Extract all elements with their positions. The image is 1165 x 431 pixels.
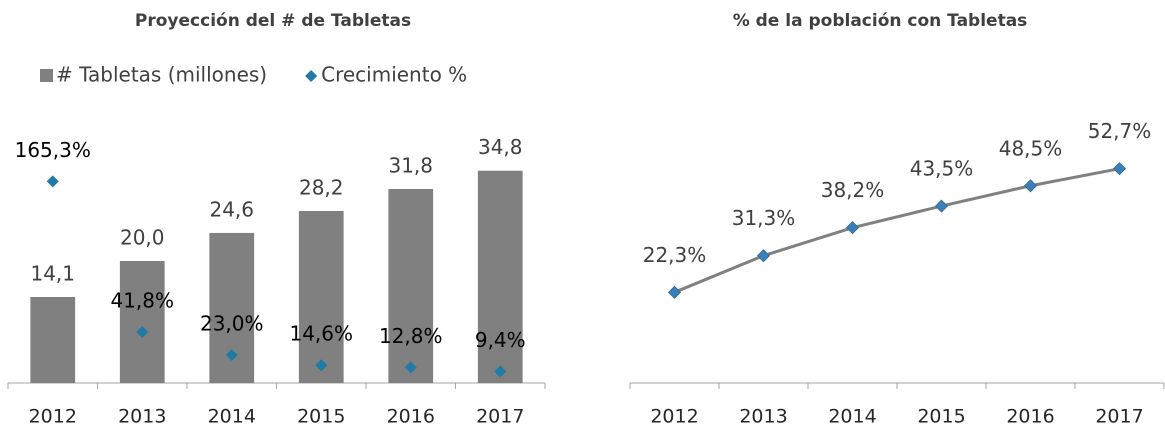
- point-marker: [1112, 162, 1127, 176]
- growth-value-label: 165,3%: [15, 138, 91, 162]
- bar: [30, 296, 76, 383]
- bar-value-label: 31,8: [388, 154, 433, 178]
- x-tick-label: 2012: [29, 406, 77, 428]
- bar: [119, 261, 165, 383]
- legend-label: # Tabletas (millones): [56, 63, 267, 87]
- point-marker: [1023, 179, 1038, 193]
- point-value-label: 22,3%: [643, 243, 707, 267]
- x-tick-label: 2015: [297, 406, 345, 428]
- point-value-label: 48,5%: [999, 136, 1063, 160]
- bar: [477, 170, 523, 383]
- chart-title: Proyección del # de Tabletas: [135, 11, 411, 31]
- x-tick-label: 2017: [1095, 406, 1143, 428]
- bar-value-label: 34,8: [478, 135, 523, 159]
- growth-value-label: 14,6%: [289, 322, 353, 346]
- x-tick-label: 2013: [118, 406, 166, 428]
- bar-value-label: 28,2: [299, 175, 344, 199]
- point-value-label: 38,2%: [821, 178, 885, 202]
- growth-marker: [315, 359, 328, 372]
- legend-label: Crecimiento %: [321, 63, 467, 87]
- x-tick-label: 2014: [208, 406, 256, 428]
- point-marker: [667, 285, 682, 299]
- growth-value-label: 9,4%: [475, 328, 526, 352]
- growth-marker: [46, 175, 59, 188]
- x-tick-label: 2016: [387, 406, 435, 428]
- point-value-label: 31,3%: [732, 206, 796, 230]
- x-tick-label: 2014: [828, 406, 876, 428]
- x-tick-label: 2016: [1006, 406, 1054, 428]
- line: [673, 167, 1120, 294]
- x-tick-label: 2017: [476, 406, 524, 428]
- bar: [388, 189, 434, 383]
- growth-marker: [494, 365, 507, 378]
- point-value-label: 43,5%: [910, 157, 974, 181]
- growth-value-label: 41,8%: [110, 289, 174, 313]
- point-value-label: 52,7%: [1088, 119, 1152, 143]
- point-marker: [845, 221, 860, 235]
- growth-marker: [225, 348, 238, 361]
- x-tick-label: 2013: [739, 406, 787, 428]
- chart-title: % de la población con Tabletas: [733, 11, 1028, 31]
- x-tick-label: 2012: [650, 406, 698, 428]
- growth-marker: [404, 361, 417, 374]
- bar-value-label: 14,1: [30, 261, 75, 285]
- point-marker: [756, 249, 771, 263]
- bar-value-label: 20,0: [120, 226, 165, 250]
- x-tick-label: 2015: [917, 406, 965, 428]
- growth-value-label: 23,0%: [200, 311, 264, 335]
- bar-value-label: 24,6: [209, 197, 254, 221]
- legend-swatch: [40, 69, 53, 82]
- bar: [298, 210, 344, 383]
- point-marker: [934, 199, 949, 213]
- growth-value-label: 12,8%: [379, 324, 443, 348]
- growth-marker: [136, 326, 149, 339]
- legend-swatch: [305, 70, 318, 82]
